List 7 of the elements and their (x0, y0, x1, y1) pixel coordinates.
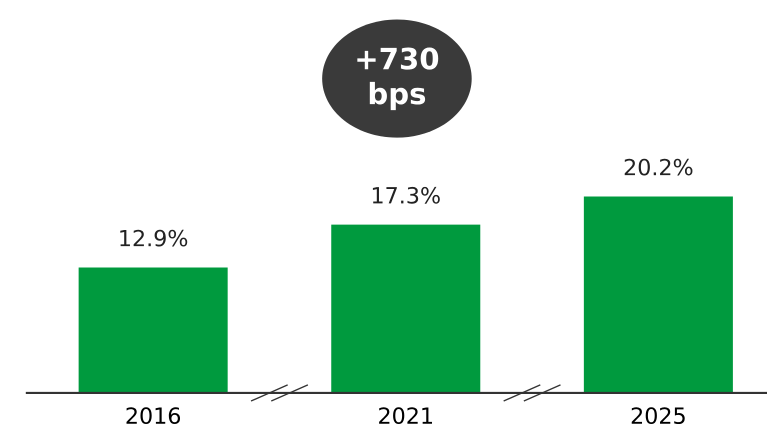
data-label: 20.2% (624, 158, 692, 176)
data-label: 17.3% (372, 186, 440, 204)
x-tick-label: 2025 (632, 407, 685, 424)
x-tick-label: 2021 (379, 407, 432, 424)
text: +730 bps (357, 48, 438, 110)
data-label: 12.9% (120, 230, 188, 246)
x-tick-label: 2016 (126, 407, 180, 424)
